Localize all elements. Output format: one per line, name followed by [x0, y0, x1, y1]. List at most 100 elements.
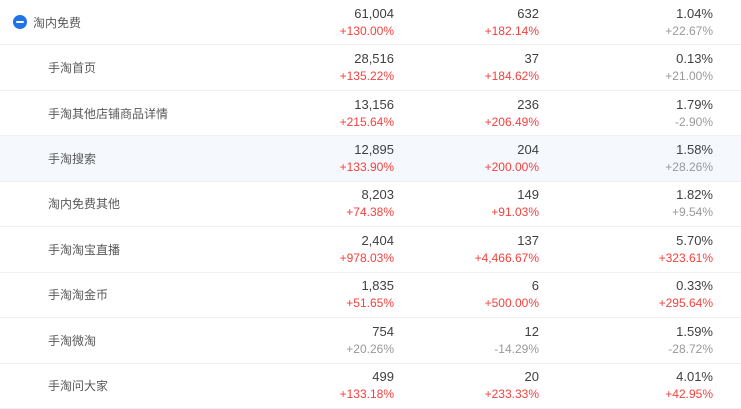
rate-value: 5.70% [676, 232, 713, 248]
visitors-change: +130.00% [339, 23, 394, 38]
visitors-change: +978.03% [339, 250, 394, 265]
visitors-cell: 12,895 +133.90% [214, 136, 394, 180]
table-row[interactable]: 手淘搜索 12,895 +133.90% 204 +200.00% 1.58% … [0, 136, 741, 182]
buyers-change: +500.00% [484, 296, 539, 311]
rate-value: 4.01% [676, 369, 713, 385]
table-row[interactable]: 手淘首页 28,516 +135.22% 37 +184.62% 0.13% +… [0, 45, 741, 91]
buyers-cell: 236 +206.49% [394, 91, 539, 135]
table-row[interactable]: 淘内免费其他 8,203 +74.38% 149 +91.03% 1.82% +… [0, 181, 741, 228]
visitors-change: +215.64% [339, 114, 394, 129]
buyers-change: +4,466.67% [474, 250, 539, 265]
buyers-cell: 632 +182.14% [394, 0, 539, 44]
rate-change: -28.72% [668, 341, 713, 356]
buyers-cell: 12 -14.29% [394, 318, 539, 362]
buyers-change: +184.62% [484, 69, 539, 84]
buyers-cell: 149 +91.03% [394, 182, 539, 226]
buyers-value: 20 [524, 369, 539, 385]
buyers-cell: 204 +200.00% [394, 136, 539, 180]
rate-cell: 1.79% -2.90% [539, 91, 713, 135]
collapse-minus-icon[interactable] [13, 15, 27, 30]
buyers-change: +200.00% [484, 160, 539, 175]
source-name-label: 手淘淘金币 [48, 288, 109, 303]
visitors-cell: 61,004 +130.00% [214, 0, 394, 44]
visitors-value: 61,004 [354, 5, 394, 21]
table-row[interactable]: 手淘淘金币 1,835 +51.65% 6 +500.00% 0.33% +29… [0, 272, 741, 319]
visitors-value: 12,895 [354, 142, 394, 158]
visitors-change: +133.18% [339, 387, 394, 402]
visitors-cell: 13,156 +215.64% [214, 91, 394, 135]
source-name-cell: 手淘搜索 [0, 136, 214, 180]
source-name-label: 手淘其他店铺商品详情 [48, 106, 169, 121]
rate-cell: 0.13% +21.00% [539, 45, 713, 89]
buyers-change: +206.49% [484, 114, 539, 129]
buyers-value: 149 [517, 187, 539, 203]
table-row[interactable]: 手淘问大家 499 +133.18% 20 +233.33% 4.01% +42… [0, 363, 741, 409]
buyers-value: 236 [517, 96, 539, 112]
buyers-value: 6 [531, 278, 539, 294]
rate-change: +28.26% [665, 160, 713, 175]
table-row[interactable]: 淘内免费 61,004 +130.00% 632 +182.14% 1.04% … [0, 0, 741, 46]
buyers-change: +182.14% [484, 23, 539, 38]
buyers-change: +91.03% [491, 205, 539, 220]
source-name-label: 淘内免费 [33, 15, 82, 30]
buyers-value: 204 [517, 142, 539, 158]
rate-change: +42.95% [665, 387, 713, 402]
visitors-change: +135.22% [339, 69, 394, 84]
table-row[interactable]: 手淘淘宝直播 2,404 +978.03% 137 +4,466.67% 5.7… [0, 227, 741, 273]
visitors-cell: 1,835 +51.65% [214, 273, 394, 317]
rate-cell: 1.58% +28.26% [539, 136, 713, 180]
source-name-label: 手淘问大家 [48, 379, 109, 394]
rate-cell: 1.04% +22.67% [539, 0, 713, 44]
rate-cell: 5.70% +323.61% [539, 227, 713, 271]
source-name-label: 手淘淘宝直播 [48, 242, 121, 257]
visitors-change: +51.65% [346, 296, 394, 311]
rate-change: +21.00% [665, 69, 713, 84]
source-name-label: 手淘微淘 [48, 333, 97, 348]
source-name-label: 手淘首页 [48, 61, 97, 76]
visitors-value: 13,156 [354, 96, 394, 112]
buyers-value: 137 [517, 232, 539, 248]
rate-value: 1.59% [676, 323, 713, 339]
visitors-cell: 754 +20.26% [214, 318, 394, 362]
visitors-value: 2,404 [361, 232, 394, 248]
rate-cell: 4.01% +42.95% [539, 364, 713, 408]
rate-change: +323.61% [658, 250, 713, 265]
rate-value: 1.79% [676, 96, 713, 112]
source-name-cell: 淘内免费其他 [0, 182, 214, 226]
buyers-value: 12 [524, 323, 539, 339]
source-name-label: 淘内免费其他 [48, 197, 121, 212]
rate-change: +295.64% [658, 296, 713, 311]
visitors-change: +20.26% [346, 341, 394, 356]
buyers-cell: 37 +184.62% [394, 45, 539, 89]
table-row[interactable]: 手淘其他店铺商品详情 13,156 +215.64% 236 +206.49% … [0, 90, 741, 137]
rate-cell: 1.59% -28.72% [539, 318, 713, 362]
visitors-change: +133.90% [339, 160, 394, 175]
visitors-value: 28,516 [354, 51, 394, 67]
visitors-value: 8,203 [361, 187, 394, 203]
source-name-cell: 手淘淘宝直播 [0, 227, 214, 271]
visitors-cell: 499 +133.18% [214, 364, 394, 408]
rate-value: 0.13% [676, 51, 713, 67]
source-name-label: 手淘搜索 [48, 152, 97, 167]
buyers-value: 632 [517, 5, 539, 21]
visitors-value: 499 [372, 369, 394, 385]
visitors-cell: 28,516 +135.22% [214, 45, 394, 89]
rate-value: 0.33% [676, 278, 713, 294]
source-name-cell: 手淘首页 [0, 45, 214, 89]
buyers-cell: 137 +4,466.67% [394, 227, 539, 271]
rate-cell: 0.33% +295.64% [539, 273, 713, 317]
table-row[interactable]: 手淘微淘 754 +20.26% 12 -14.29% 1.59% -28.72… [0, 318, 741, 364]
visitors-value: 1,835 [361, 278, 394, 294]
rate-value: 1.04% [676, 5, 713, 21]
rate-change: -2.90% [674, 114, 713, 129]
visitors-change: +74.38% [346, 205, 394, 220]
visitors-cell: 8,203 +74.38% [214, 182, 394, 226]
source-name-cell: 手淘其他店铺商品详情 [0, 91, 214, 135]
source-name-cell: 淘内免费 [0, 0, 214, 44]
visitors-value: 754 [372, 323, 394, 339]
rate-value: 1.58% [676, 142, 713, 158]
rate-change: +22.67% [665, 23, 713, 38]
buyers-change: -14.29% [494, 341, 539, 356]
buyers-cell: 6 +500.00% [394, 273, 539, 317]
